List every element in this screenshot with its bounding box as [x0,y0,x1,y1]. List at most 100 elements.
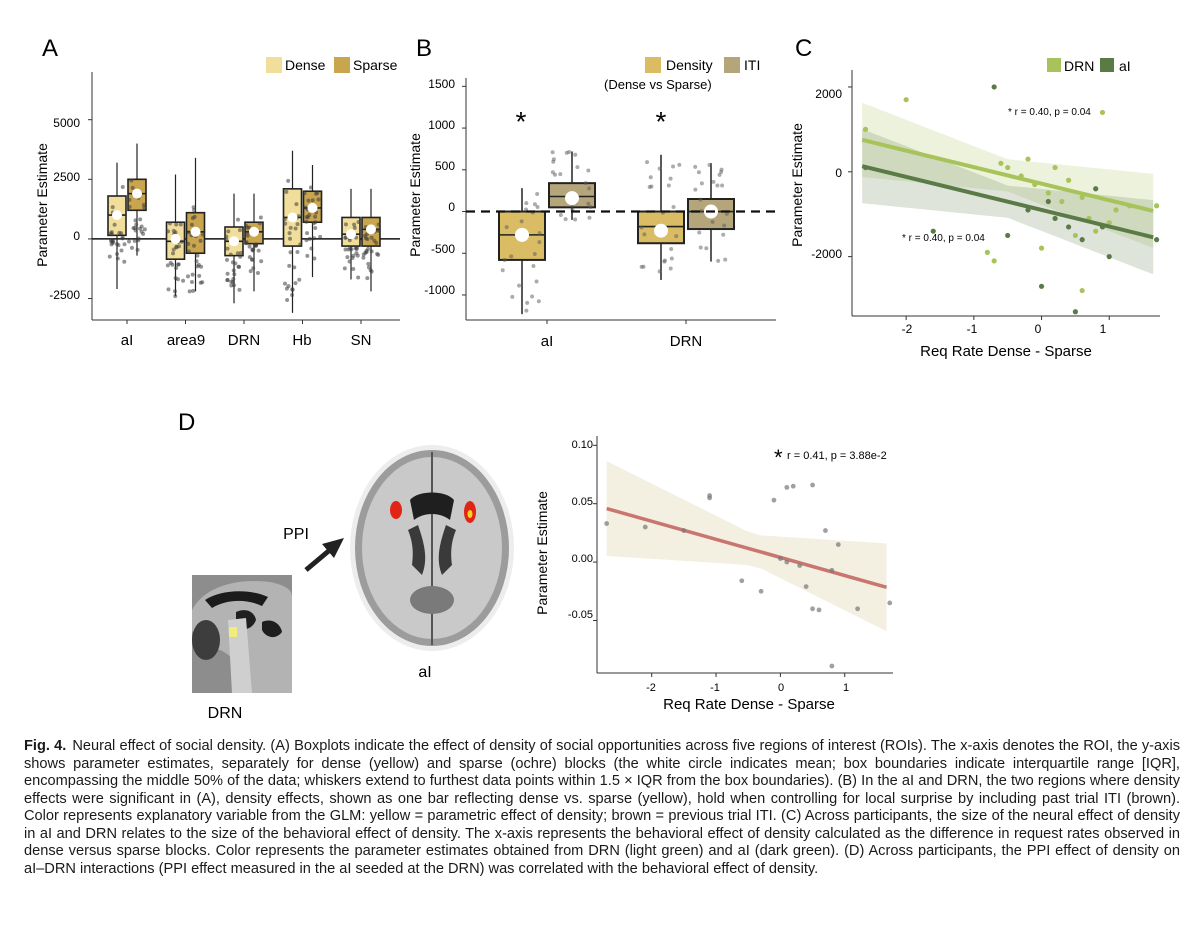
jitter-point [141,231,146,236]
jitter-point [176,262,181,267]
significance-star-ai: * [516,106,527,137]
jitter-point [119,248,124,253]
panel-c-ylabel: Parameter Estimate [789,123,805,247]
jitter-point [315,191,320,196]
jitter-point [534,279,539,284]
y-tick-label: -2000 [811,247,842,261]
regression-line-ai [861,164,1154,240]
jitter-point [284,286,289,291]
legend-label-ai: aI [1119,58,1131,74]
jitter-point [537,231,542,236]
panel-b-plot [462,78,776,324]
jitter-point [282,217,287,222]
jitter-point [133,218,138,223]
jitter-point [369,249,374,254]
jitter-point [532,202,537,207]
jitter-point [190,272,195,277]
jitter-point [662,258,667,263]
jitter-point [313,214,318,219]
jitter-point [292,265,297,270]
panel-a: A Dense Sparse Parameter Estimate -2500 … [34,35,400,349]
jitter-point [247,255,252,260]
jitter-point [657,269,662,274]
panel-c-annotation-ai: * r = 0.40, p = 0.04 [902,233,985,244]
jitter-point [366,261,371,266]
data-point-ai [1072,309,1078,315]
legend-swatch-ai [1100,58,1114,72]
data-point-ai [930,228,936,234]
jitter-point [351,266,356,271]
data-point [784,559,790,565]
data-point-drn [862,126,869,132]
jitter-point [138,217,143,222]
x-tick-label: SN [351,332,372,349]
jitter-point [308,185,313,190]
jitter-point [120,236,125,241]
data-point-drn [1079,194,1085,200]
y-tick-label: 0 [835,166,842,180]
jitter-point [361,255,366,260]
y-tick-label: 1000 [428,118,455,132]
jitter-point [187,289,192,294]
jitter-point [309,246,314,251]
jitter-point [716,258,721,263]
jitter-point [259,259,264,264]
jitter-point [129,178,134,183]
panel-c-plot [848,70,1160,320]
jitter-point [132,238,137,243]
jitter-point [172,289,177,294]
jitter-point [110,205,115,210]
jitter-point [558,212,563,217]
jitter-point [669,247,674,252]
jitter-point [524,201,529,206]
data-point-drn [998,160,1004,166]
x-tick-label: aI [541,333,554,350]
jitter-point [290,292,295,297]
jitter-point [247,244,252,249]
jitter-point [195,253,200,258]
significance-star-drn: * [656,106,667,137]
data-point-ai [1099,224,1106,230]
jitter-point [707,162,712,167]
data-point-drn [1059,198,1065,205]
mean-marker [112,210,122,221]
data-point-ai [1038,283,1045,289]
jitter-point [558,172,563,177]
jitter-point [669,256,674,261]
jitter-point [642,232,647,237]
jitter-point [699,181,704,186]
panel-d-annotation: r = 0.41, p = 3.88e-2 [787,450,887,462]
panel-c-legend: DRN aI [1047,58,1131,74]
caption-text: Neural effect of social density. (A) Box… [24,738,1180,877]
caption-label: Fig. 4. [24,738,67,754]
jitter-point [693,187,698,192]
data-point-drn [1079,287,1085,294]
jitter-point [258,215,263,220]
jitter-point [666,183,671,188]
x-tick-label: -1 [967,322,978,336]
jitter-point [288,236,293,241]
jitter-point [115,251,120,256]
data-point [855,606,861,612]
jitter-point [502,257,507,262]
jitter-point [282,281,287,286]
jitter-point [313,220,318,225]
jitter-point [293,226,298,231]
jitter-point [509,254,514,259]
y-tick-label: -1000 [424,283,455,297]
jitter-point [285,298,290,303]
data-point-ai [1045,198,1051,205]
data-point-drn [1126,203,1133,209]
jitter-point [699,209,704,214]
jitter-point [641,264,646,269]
data-point [810,482,815,488]
jitter-point [697,230,702,235]
jitter-point [369,235,374,240]
panel-a-legend: Dense Sparse [266,57,398,73]
jitter-point [639,225,644,230]
panel-a-yticks: -2500 0 2500 5000 [49,116,80,302]
jitter-point [189,222,194,227]
jitter-point [648,175,653,180]
jitter-point [719,167,724,172]
jitter-point [304,219,309,224]
